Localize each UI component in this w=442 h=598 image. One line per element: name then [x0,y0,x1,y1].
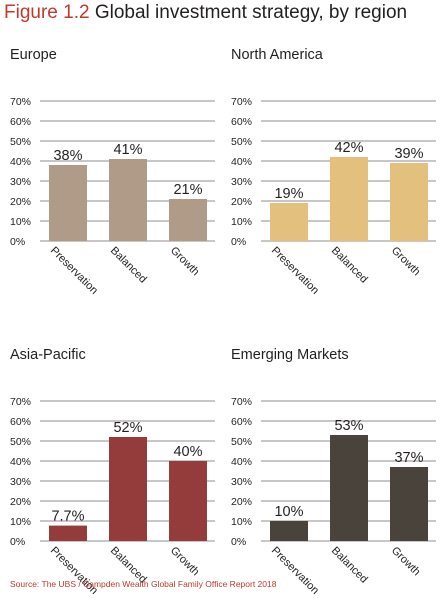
bar-balanced [109,437,147,541]
bar-growth [390,163,428,241]
category-label: Balanced [329,545,370,586]
y-tick-label: 0% [231,536,246,548]
y-tick-label: 50% [10,136,31,148]
bar-value-label: 10% [274,504,303,520]
chart-title: Emerging Markets [231,347,349,363]
y-tick-label: 50% [231,136,252,148]
y-tick-label: 60% [10,116,31,128]
y-tick-label: 20% [10,496,31,508]
bar-value-label: 40% [173,444,202,460]
category-label: Balanced [108,245,149,286]
y-tick-label: 60% [231,116,252,128]
y-tick-label: 40% [231,156,252,168]
y-tick-label: 70% [10,396,31,408]
category-label: Preservation [269,545,321,597]
y-tick-label: 0% [231,236,246,248]
category-label: Preservation [269,245,321,297]
bar-value-label: 21% [173,182,202,198]
y-tick-label: 20% [10,196,31,208]
bar-value-label: 19% [274,186,303,202]
category-label: Preservation [48,245,100,297]
y-tick-label: 40% [231,456,252,468]
bar-growth [390,467,428,541]
figure-heading: Global investment strategy, by region [94,2,408,23]
category-label: Growth [168,545,202,579]
y-tick-label: 10% [10,216,31,228]
bar-balanced [330,435,368,541]
category-label: Growth [168,245,202,279]
y-tick-label: 60% [10,416,31,428]
y-tick-label: 0% [10,536,25,548]
bar-value-label: 52% [113,420,142,436]
y-tick-label: 40% [10,156,31,168]
bar-preservation [270,521,308,541]
y-tick-label: 70% [231,396,252,408]
y-tick-label: 20% [231,196,252,208]
bar-growth [169,461,207,541]
bar-value-label: 41% [113,142,142,158]
figure-number: Figure 1.2 [4,2,90,23]
chart-title: Asia-Pacific [10,347,86,363]
bar-value-label: 53% [334,418,363,434]
y-tick-label: 30% [10,176,31,188]
bar-value-label: 42% [334,140,363,156]
category-label: Balanced [329,245,370,286]
y-tick-label: 60% [231,416,252,428]
y-tick-label: 30% [10,476,31,488]
bar-preservation [49,525,87,541]
y-tick-label: 70% [10,96,31,108]
category-label: Growth [389,245,423,279]
y-tick-label: 10% [231,216,252,228]
y-tick-label: 40% [10,456,31,468]
y-tick-label: 70% [231,96,252,108]
bar-balanced [330,157,368,241]
bar-value-label: 37% [394,450,423,466]
chart-europe: Europe 0% 10% 20% 30% 40% 50% 60% 70% 38% Preserva… [10,47,215,297]
chart-emerging-markets: Emerging Markets 0% 10% 20% 30% 40% 50% 60% 70% 1… [231,347,436,597]
chart-title: Europe [10,47,57,63]
category-label: Growth [389,545,423,579]
y-tick-label: 0% [10,236,25,248]
bar-value-label: 39% [394,146,423,162]
bar-value-label: 38% [53,148,82,164]
chart-title: North America [231,47,324,63]
y-tick-label: 50% [231,436,252,448]
source-note: Source: The UBS / Campden Wealth Global … [10,579,277,589]
y-tick-label: 20% [231,496,252,508]
bar-balanced [109,159,147,241]
bar-value-label: 7.7% [51,509,84,525]
figure-title: Figure 1.2 Global investment strategy, b… [4,2,407,24]
y-tick-label: 10% [10,516,31,528]
y-tick-label: 30% [231,476,252,488]
bar-preservation [49,165,87,241]
bar-preservation [270,203,308,241]
y-tick-label: 50% [10,436,31,448]
chart-north-america: North America 0% 10% 20% 30% 40% 50% 60% 70% 19% P… [231,47,436,297]
y-tick-label: 30% [231,176,252,188]
chart-asia-pacific: Asia-Pacific0%10%20%30%40%50%60%70%7.7%P… [10,347,215,597]
y-tick-label: 10% [231,516,252,528]
bar-growth [169,199,207,241]
